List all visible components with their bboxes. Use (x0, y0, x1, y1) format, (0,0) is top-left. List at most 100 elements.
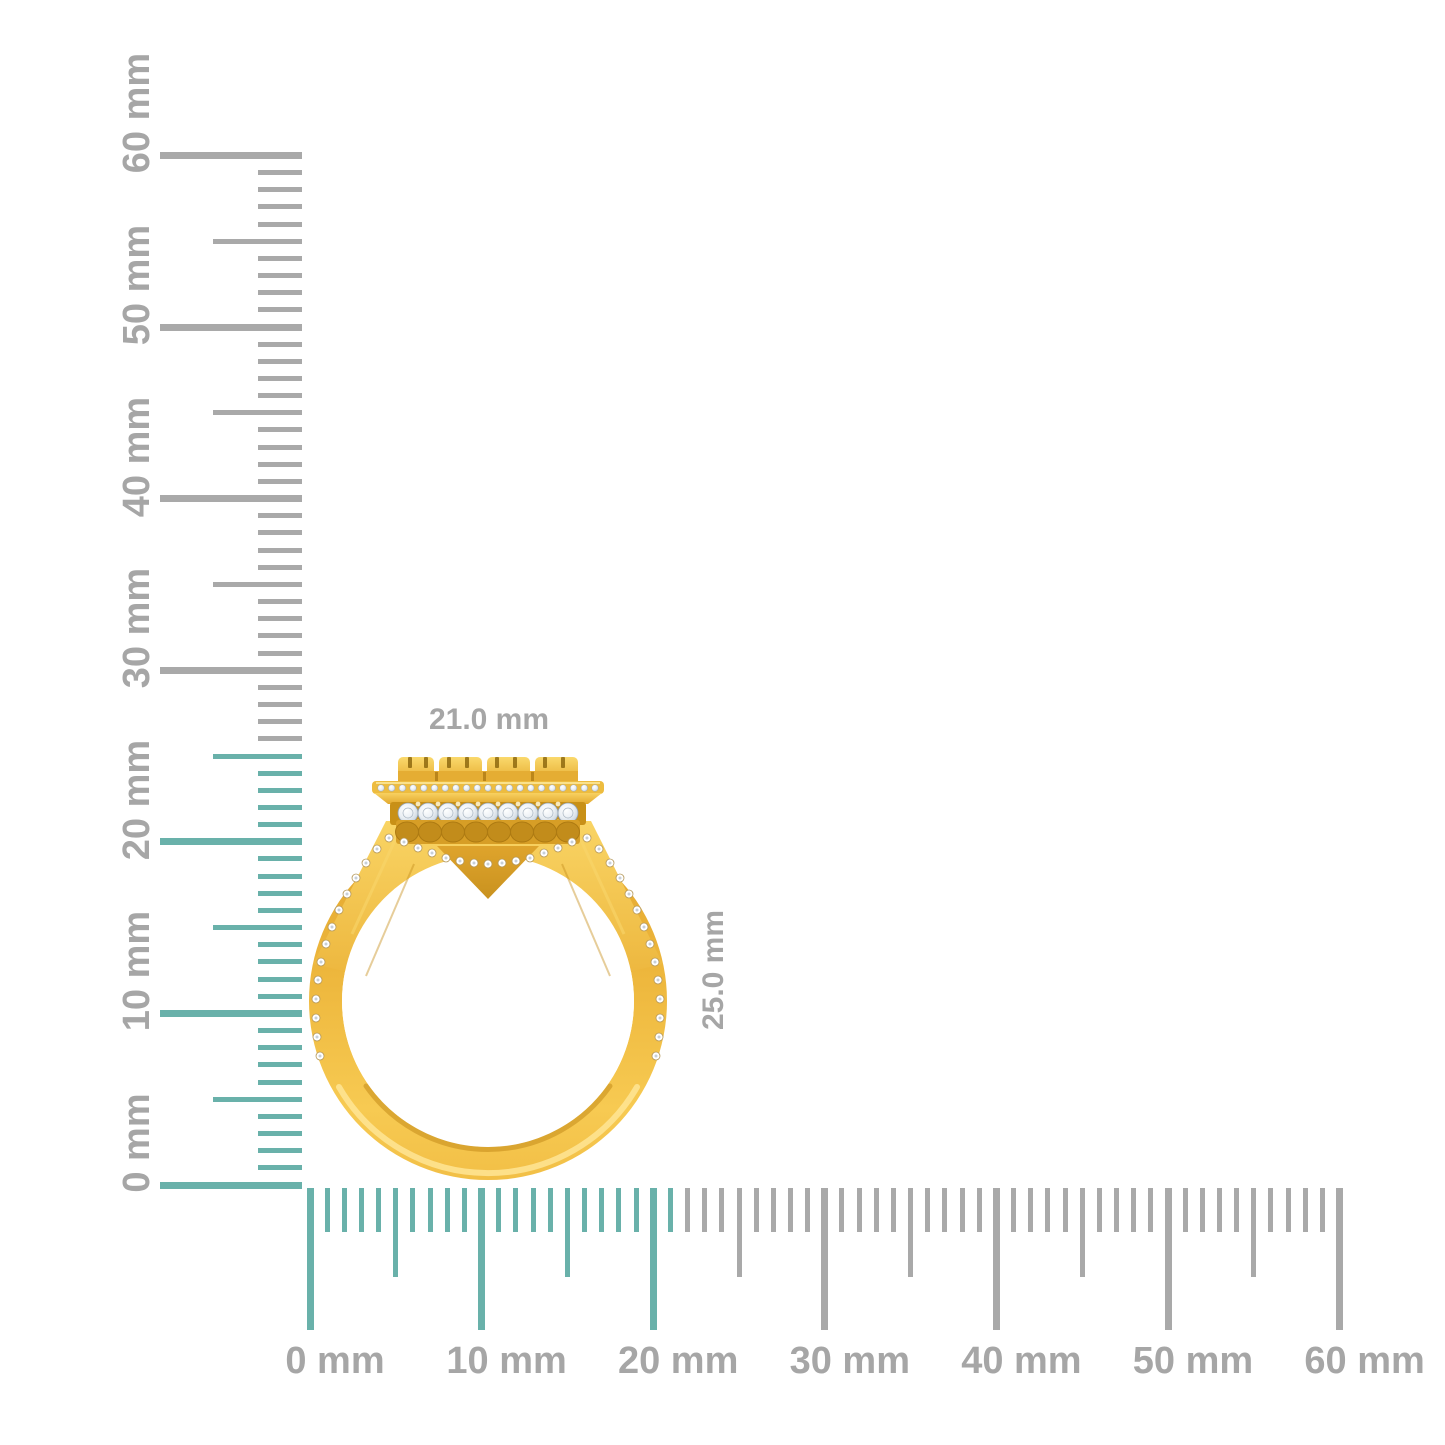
ring-head (372, 757, 604, 844)
ruler-tick-vertical (258, 1113, 302, 1119)
ruler-tick-horizontal (925, 1188, 931, 1232)
horizontal-ruler-label: 20 mm (617, 1340, 739, 1382)
ruler-tick-horizontal (1319, 1188, 1325, 1232)
ruler-tick-horizontal (649, 1188, 657, 1330)
ruler-tick-horizontal (1131, 1188, 1137, 1232)
vertical-ruler-label: 60 mm (116, 53, 158, 174)
ruler-tick-horizontal (1062, 1188, 1068, 1232)
ruler-tick-horizontal (805, 1188, 811, 1232)
ruler-tick-horizontal (685, 1188, 691, 1232)
ruler-tick-vertical (258, 770, 302, 776)
ruler-tick-horizontal (856, 1188, 862, 1232)
ruler-tick-vertical (213, 925, 302, 931)
ruler-tick-vertical (160, 323, 302, 331)
ruler-tick-vertical (258, 684, 302, 690)
ruler-tick-vertical (160, 1181, 302, 1189)
ruler-tick-horizontal (787, 1188, 793, 1232)
ruler-tick-vertical (258, 650, 302, 656)
ruler-tick-horizontal (341, 1188, 347, 1232)
head-diamond-row (397, 801, 579, 825)
ruler-tick-vertical (258, 204, 302, 210)
ruler-tick-horizontal (324, 1188, 330, 1232)
vertical-ruler-label: 50 mm (116, 224, 158, 346)
ruler-tick-vertical (160, 666, 302, 674)
ruler-tick-vertical (213, 410, 302, 416)
ruler-tick-vertical (258, 633, 302, 639)
ruler-tick-horizontal (1028, 1188, 1034, 1232)
ruler-tick-vertical (160, 151, 302, 159)
ruler-tick-vertical (258, 1148, 302, 1154)
vertical-ruler-label: 40 mm (116, 396, 158, 517)
horizontal-ruler-label: 40 mm (961, 1340, 1082, 1382)
ruler-tick-horizontal (393, 1188, 399, 1277)
ruler-tick-vertical (258, 444, 302, 450)
ruler-tick-horizontal (1234, 1188, 1240, 1232)
ruler-tick-vertical (258, 221, 302, 227)
ruler-tick-horizontal (736, 1188, 742, 1277)
ruler-tick-horizontal (547, 1188, 553, 1232)
horizontal-ruler-label: 0 mm (285, 1340, 385, 1382)
ruler-tick-horizontal (1285, 1188, 1291, 1232)
ruler-tick-horizontal (306, 1188, 314, 1330)
horizontal-ruler-label: 30 mm (789, 1340, 910, 1382)
ruler-tick-horizontal (702, 1188, 708, 1232)
ruler-tick-horizontal (599, 1188, 605, 1232)
ruler-tick-vertical (160, 1009, 302, 1017)
ruler-tick-horizontal (873, 1188, 879, 1232)
ruler-tick-horizontal (530, 1188, 536, 1232)
ruler-tick-horizontal (478, 1188, 486, 1330)
ruler-tick-vertical (258, 358, 302, 364)
ruler-tick-vertical (258, 375, 302, 381)
ruler-tick-horizontal (992, 1188, 1000, 1330)
ruler-tick-horizontal (1164, 1188, 1172, 1330)
horizontal-ruler-label: 10 mm (446, 1340, 567, 1382)
ruler-tick-vertical (213, 581, 302, 587)
ruler-tick-horizontal (753, 1188, 759, 1232)
ruler-tick-vertical (258, 427, 302, 433)
ruler-tick-vertical (258, 170, 302, 176)
horizontal-ruler-label: 50 mm (1132, 1340, 1254, 1382)
ruler-tick-horizontal (444, 1188, 450, 1232)
ruler-tick-vertical (258, 787, 302, 793)
ruler-tick-vertical (160, 495, 302, 503)
ruler-tick-horizontal (427, 1188, 433, 1232)
ruler-tick-horizontal (1148, 1188, 1154, 1232)
ruler-tick-vertical (258, 873, 302, 879)
ruler-tick-horizontal (1182, 1188, 1188, 1232)
ruler-tick-vertical (258, 976, 302, 982)
ruler-tick-vertical (160, 838, 302, 846)
vertical-ruler-label: 10 mm (116, 911, 158, 1032)
ruler-tick-horizontal (1336, 1188, 1344, 1330)
ruler-tick-horizontal (1096, 1188, 1102, 1232)
ruler-tick-horizontal (1011, 1188, 1017, 1232)
ruler-tick-horizontal (1079, 1188, 1085, 1277)
ruler-tick-vertical (258, 993, 302, 999)
ruler-tick-vertical (258, 530, 302, 536)
ruler-tick-horizontal (839, 1188, 845, 1232)
ruler-tick-vertical (258, 736, 302, 742)
ruler-tick-vertical (258, 478, 302, 484)
ruler-tick-horizontal (1199, 1188, 1205, 1232)
ruler-tick-vertical (258, 461, 302, 467)
ruler-tick-vertical (258, 1079, 302, 1085)
ruler-tick-vertical (258, 907, 302, 913)
ruler-tick-horizontal (821, 1188, 829, 1330)
ruler-tick-vertical (258, 702, 302, 708)
ruler-tick-vertical (258, 513, 302, 519)
ruler-tick-vertical (213, 1096, 302, 1102)
ring-hole (342, 855, 634, 1147)
ruler-tick-vertical (258, 1062, 302, 1068)
ruler-tick-horizontal (1268, 1188, 1274, 1232)
ruler-tick-vertical (213, 753, 302, 759)
ruler-tick-horizontal (770, 1188, 776, 1232)
ruler-tick-horizontal (376, 1188, 382, 1232)
ruler-tick-vertical (258, 1131, 302, 1137)
ruler-tick-horizontal (890, 1188, 896, 1232)
ruler-tick-vertical (258, 187, 302, 193)
horizontal-ruler-label: 60 mm (1304, 1340, 1425, 1382)
ruler-tick-vertical (258, 599, 302, 605)
ruler-tick-horizontal (976, 1188, 982, 1232)
ruler-tick-vertical (258, 719, 302, 725)
